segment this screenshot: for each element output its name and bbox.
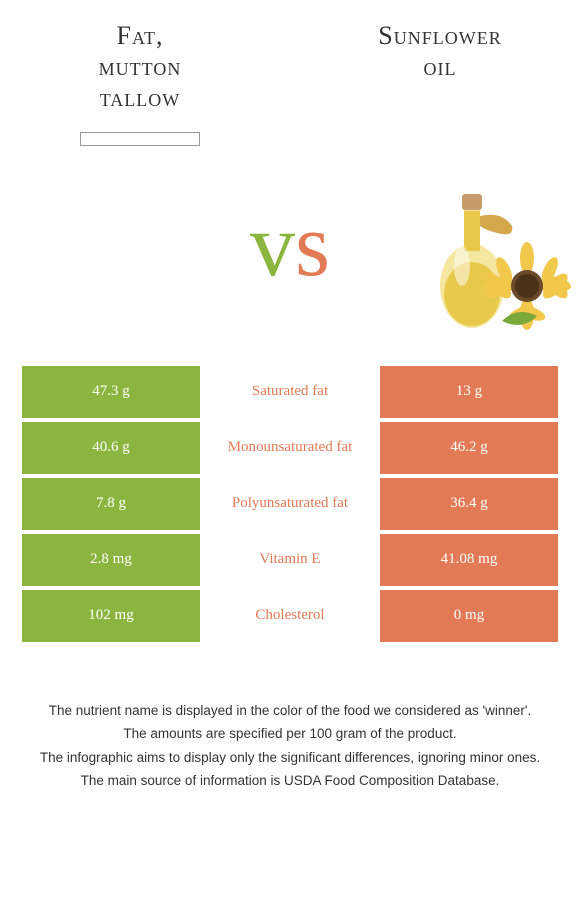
right-value: 36.4 g [380,478,558,530]
left-image-placeholder [80,132,200,146]
right-value: 0 mg [380,590,558,642]
header: Fat, mutton tallow Sunflower oil [0,0,580,146]
footnote-line: The nutrient name is displayed in the co… [20,700,560,722]
left-value: 47.3 g [22,366,200,418]
right-food-title: Sunflower oil [330,20,550,82]
left-food-title: Fat, mutton tallow [30,20,250,114]
footnote-line: The main source of information is USDA F… [20,770,560,792]
title-line: mutton [99,52,182,81]
right-value: 41.08 mg [380,534,558,586]
nutrient-label: Polyunsaturated fat [200,478,380,530]
left-value: 102 mg [22,590,200,642]
footnote-line: The amounts are specified per 100 gram o… [20,723,560,745]
nutrient-label: Saturated fat [200,366,380,418]
right-value: 13 g [380,366,558,418]
table-row: 7.8 gPolyunsaturated fat36.4 g [22,478,558,530]
table-row: 47.3 gSaturated fat13 g [22,366,558,418]
vs-label: vs [250,201,330,291]
table-row: 40.6 gMonounsaturated fat46.2 g [22,422,558,474]
footnotes: The nutrient name is displayed in the co… [0,700,580,792]
nutrient-label: Monounsaturated fat [200,422,380,474]
right-value: 46.2 g [380,422,558,474]
footnote-line: The infographic aims to display only the… [20,747,560,769]
title-line: Sunflower [378,21,501,50]
left-value: 2.8 mg [22,534,200,586]
title-line: tallow [100,83,181,112]
vs-row: vs [0,156,580,336]
left-value: 40.6 g [22,422,200,474]
table-row: 2.8 mgVitamin E41.08 mg [22,534,558,586]
table-row: 102 mgCholesterol0 mg [22,590,558,642]
left-food-column: Fat, mutton tallow [30,20,250,146]
left-value: 7.8 g [22,478,200,530]
title-line: oil [424,52,457,81]
vs-v: v [250,196,295,295]
nutrient-label: Vitamin E [200,534,380,586]
vs-s: s [295,196,330,295]
right-food-column: Sunflower oil [330,20,550,82]
sunflower-oil-image [402,156,572,341]
comparison-table: 47.3 gSaturated fat13 g40.6 gMonounsatur… [22,366,558,642]
nutrient-label: Cholesterol [200,590,380,642]
title-line: Fat, [117,21,164,50]
